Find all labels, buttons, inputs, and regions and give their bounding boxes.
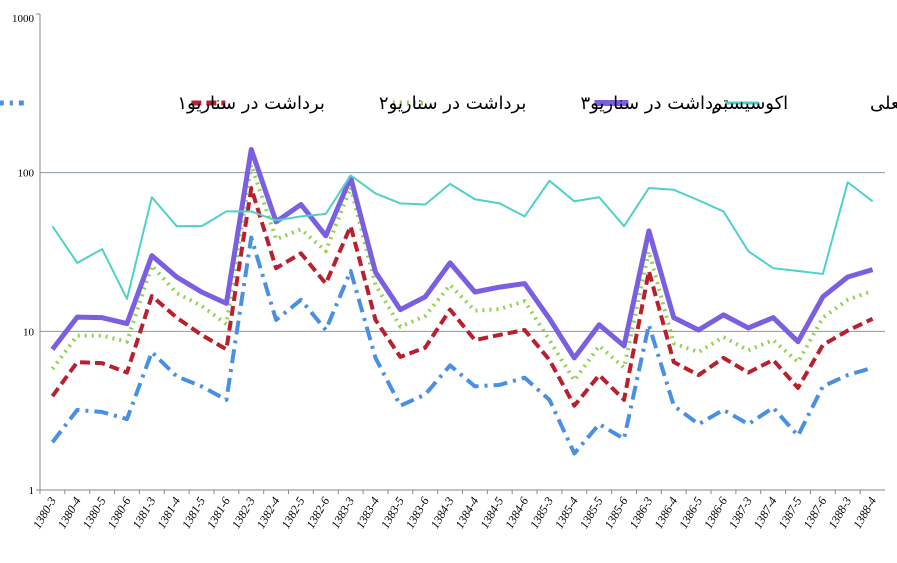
- legend-label: برداشت در سناریو۳: [580, 93, 728, 114]
- y-tick-label: 100: [18, 168, 35, 180]
- x-tick-label: 1382-6: [303, 495, 332, 531]
- x-tick-label: 1387-3: [726, 495, 755, 531]
- x-tick-label: 1381-6: [204, 495, 233, 531]
- legend-label: برداشت در سناریو۲: [379, 93, 527, 114]
- series-line: [50, 235, 874, 456]
- y-tick-label: 1000: [12, 13, 35, 25]
- x-tick-label: 1386-3: [626, 495, 655, 531]
- y-tick-label: 10: [23, 326, 35, 338]
- series-line: [51, 174, 874, 300]
- legend-label: برداشت در سناریو۱: [177, 93, 325, 114]
- legend-label: برداشت فعلی: [870, 93, 897, 114]
- x-tick-label: 1386-5: [676, 495, 705, 531]
- x-tick-label: 1384-6: [502, 495, 531, 531]
- series-line: [50, 146, 874, 361]
- x-tick-label: 1386-4: [651, 495, 680, 531]
- x-tick-label: 1387-4: [751, 495, 780, 531]
- x-tick-label: 1380-4: [55, 495, 84, 531]
- x-tick-label: 1387-6: [800, 495, 829, 531]
- x-tick-label: 1382-4: [254, 495, 283, 531]
- x-tick-label: 1382-3: [229, 495, 258, 531]
- x-tick-label: 1382-5: [278, 495, 307, 531]
- x-tick-label: 1385-3: [527, 495, 556, 531]
- series-line: [50, 186, 874, 408]
- x-tick-label: 1380-6: [104, 495, 133, 531]
- x-tick-label: 1383-3: [328, 495, 357, 531]
- x-tick-label: 1386-6: [701, 495, 730, 531]
- x-tick-label: 1387-5: [775, 495, 804, 531]
- x-tick-label: 1383-6: [403, 495, 432, 531]
- x-tick-label: 1383-5: [378, 495, 407, 531]
- x-tick-label: 1384-5: [477, 495, 506, 531]
- x-tick-label: 1380-3: [30, 495, 59, 531]
- x-tick-label: 1380-5: [80, 495, 109, 531]
- x-tick-label: 1385-6: [602, 495, 631, 531]
- x-tick-label: 1381-4: [154, 495, 183, 531]
- x-tick-label: 1385-4: [552, 495, 581, 531]
- legend-label: اکوسیستم: [711, 93, 788, 114]
- x-tick-label: 1388-3: [825, 495, 854, 531]
- x-tick-label: 1383-4: [353, 495, 382, 531]
- x-tick-label: 1384-3: [428, 495, 457, 531]
- x-tick-label: 1381-5: [179, 495, 208, 531]
- y-tick-label: 1: [29, 485, 35, 497]
- x-tick-label: 1384-4: [452, 495, 481, 531]
- x-tick-label: 1385-5: [577, 495, 606, 531]
- x-tick-label: 1381-3: [129, 495, 158, 531]
- x-tick-label: 1388-4: [850, 495, 879, 531]
